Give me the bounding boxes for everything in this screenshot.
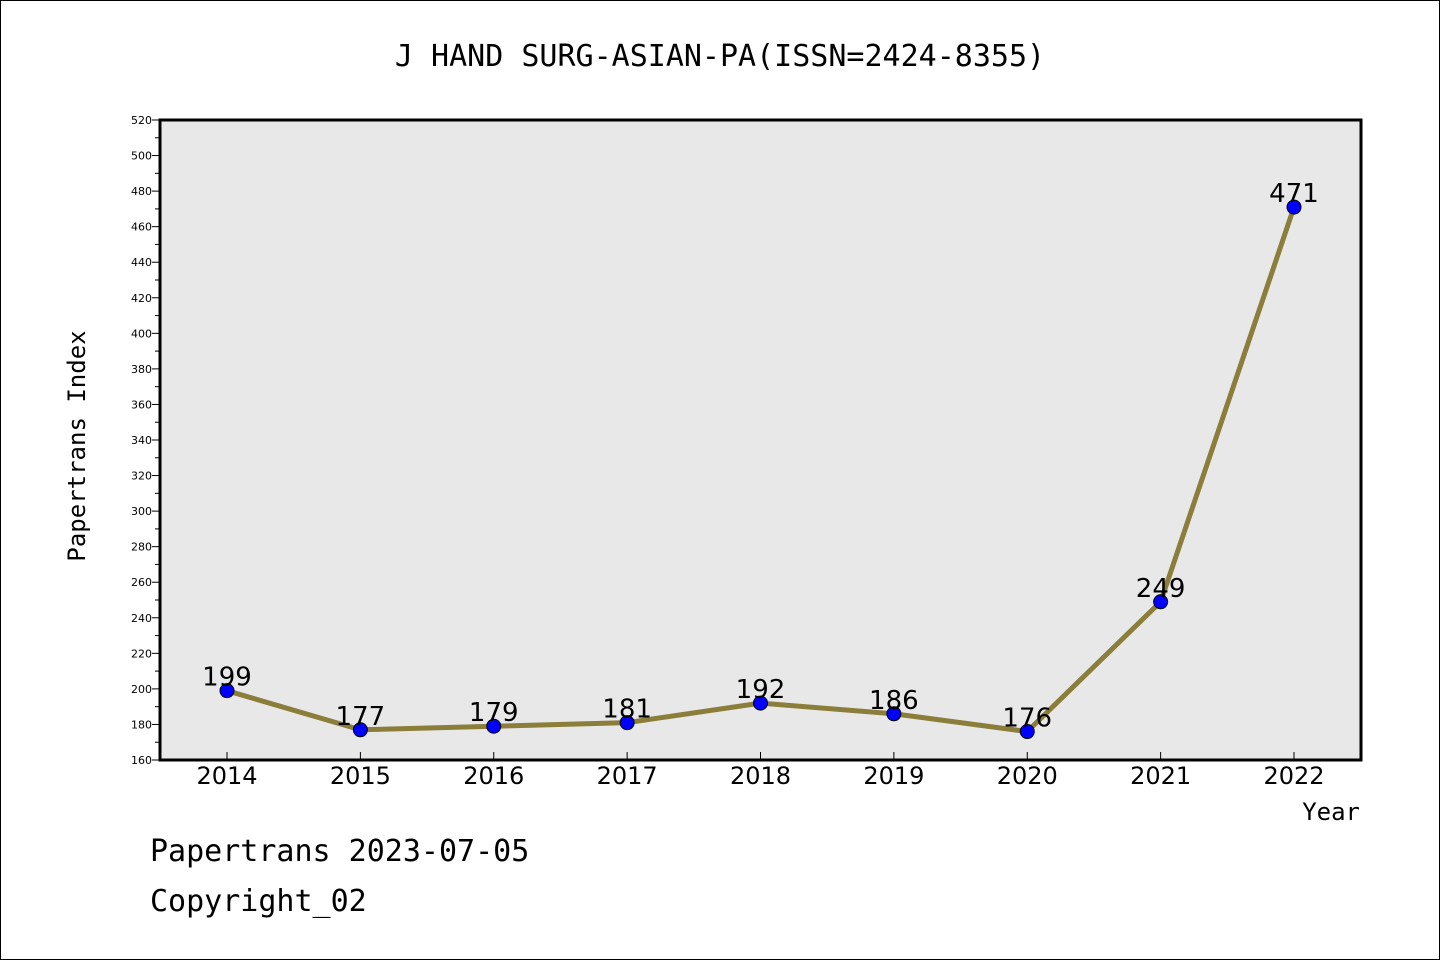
data-label: 181 (602, 695, 652, 725)
data-point (1019, 724, 1035, 740)
y-tick-label: 220 (131, 647, 152, 660)
data-label: 249 (1136, 574, 1186, 604)
data-label: 471 (1269, 179, 1319, 209)
y-tick-label: 420 (131, 292, 152, 305)
data-point (352, 722, 368, 738)
data-label: 179 (469, 698, 519, 728)
y-axis: 160 180 200 220 240 260 280 300 320 340 360 380 400 4… (131, 114, 160, 767)
y-tick-label: 280 (131, 541, 152, 554)
x-tick-label: 2020 (997, 762, 1058, 790)
x-axis: 2014 2015 2016 2017 2018 2019 2020 2021 2022 (196, 752, 1325, 790)
x-tick-label: 2022 (1263, 762, 1324, 790)
x-tick-label: 2016 (463, 762, 524, 790)
data-label: 186 (869, 686, 919, 716)
y-tick-label: 520 (131, 114, 152, 127)
x-tick-label: 2021 (1130, 762, 1191, 790)
y-tick-label: 240 (131, 612, 152, 625)
data-point (1286, 199, 1302, 215)
data-label: 176 (1002, 704, 1052, 734)
y-tick-label: 440 (131, 256, 152, 269)
data-label: 192 (736, 675, 786, 705)
y-tick-label: 480 (131, 185, 152, 198)
x-tick-label: 2014 (196, 762, 257, 790)
data-point (219, 683, 235, 699)
data-point (753, 695, 768, 711)
y-tick-label: 160 (131, 754, 152, 767)
footer-copyright: Copyright_02 (150, 884, 367, 919)
y-tick-label: 260 (131, 576, 152, 589)
chart-title: J HAND SURG-ASIAN-PA(ISSN=2424-8355) (395, 39, 1045, 74)
y-tick-label: 180 (131, 718, 152, 731)
y-tick-label: 460 (131, 221, 152, 234)
data-label: 199 (202, 663, 252, 693)
x-axis-label: Year (1302, 798, 1360, 826)
y-tick-label: 400 (131, 327, 152, 340)
x-tick-label: 2017 (597, 762, 658, 790)
data-point (486, 718, 502, 734)
data-point (886, 706, 902, 722)
y-axis-label: Papertrans Index (63, 330, 91, 561)
series-line: 199 177 179 181 192 186 176 249 471 (202, 179, 1319, 740)
data-point (619, 715, 635, 731)
data-label: 177 (336, 702, 386, 732)
footer-date: Papertrans 2023-07-05 (150, 834, 530, 869)
x-tick-label: 2019 (863, 762, 924, 790)
data-point (1153, 594, 1169, 610)
x-tick-label: 2018 (730, 762, 791, 790)
plot-area (158, 118, 1363, 762)
y-tick-label: 200 (131, 683, 152, 696)
y-tick-label: 360 (131, 398, 152, 411)
y-tick-label: 380 (131, 363, 152, 376)
x-tick-label: 2015 (330, 762, 391, 790)
y-tick-label: 500 (131, 150, 152, 163)
y-tick-label: 340 (131, 434, 152, 447)
y-tick-label: 300 (131, 505, 152, 518)
y-tick-label: 320 (131, 470, 152, 483)
